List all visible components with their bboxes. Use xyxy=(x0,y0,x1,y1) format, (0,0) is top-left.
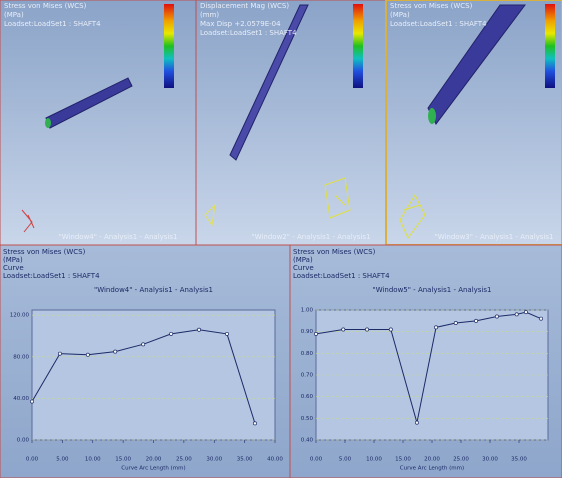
x-axis-label: Curve Arc Length (mm) xyxy=(400,466,464,472)
data-point xyxy=(225,332,228,335)
data-point xyxy=(197,328,200,331)
chart-title: "Window5" - Analysis1 - Analysis1 xyxy=(372,286,491,294)
data-point xyxy=(434,326,437,329)
viewport-label: "Window4" - Analysis1 - Analysis1 xyxy=(58,233,177,241)
data-point xyxy=(114,350,117,353)
data-point xyxy=(495,315,498,318)
x-tick-label: 10.00 xyxy=(85,457,101,463)
data-point xyxy=(539,317,542,320)
x-tick-label: 25.00 xyxy=(176,457,192,463)
data-point xyxy=(389,328,392,331)
chart-header: Loadset:LoadSet1 : SHAFT4 xyxy=(293,272,390,280)
viewport-header: (mm) xyxy=(200,11,219,19)
data-point xyxy=(58,352,61,355)
viewport-header: (MPa) xyxy=(4,11,24,19)
viewport-header: Loadset:LoadSet1 : SHAFT4 xyxy=(390,20,487,28)
x-tick-label: 30.00 xyxy=(206,457,222,463)
data-point xyxy=(30,400,33,403)
data-point xyxy=(454,321,457,324)
x-tick-label: 40.00 xyxy=(267,457,283,463)
viewport-header: Displacement Mag (WCS) xyxy=(200,2,289,10)
x-axis-label: Curve Arc Length (mm) xyxy=(121,466,185,472)
y-tick-label: 80.00 xyxy=(13,354,29,360)
x-tick-label: 30.00 xyxy=(482,457,498,463)
y-tick-label: 40.00 xyxy=(13,396,29,402)
y-tick-label: 0.90 xyxy=(301,329,314,335)
data-point xyxy=(253,422,256,425)
y-tick-label: 1.00 xyxy=(301,308,314,314)
chart-header: Stress von Mises (WCS) xyxy=(3,248,86,256)
y-tick-label: 0.80 xyxy=(301,351,314,357)
page: Stress von Mises (WCS)(MPa)Loadset:LoadS… xyxy=(0,0,562,478)
x-tick-label: 10.00 xyxy=(366,457,382,463)
chart-header: Stress von Mises (WCS) xyxy=(293,248,376,256)
y-tick-label: 0.60 xyxy=(301,394,314,400)
y-tick-label: 0.00 xyxy=(17,438,30,444)
data-point xyxy=(524,311,527,314)
viewport-label: "Window2" - Analysis1 - Analysis1 xyxy=(251,233,370,241)
data-point xyxy=(170,332,173,335)
data-point xyxy=(314,332,317,335)
x-tick-label: 0.00 xyxy=(310,457,323,463)
x-tick-label: 35.00 xyxy=(511,457,527,463)
plot-area xyxy=(32,310,275,440)
shaft-end xyxy=(45,118,51,128)
chart-header: Loadset:LoadSet1 : SHAFT4 xyxy=(3,272,100,280)
x-tick-label: 15.00 xyxy=(115,457,131,463)
chart-header: (MPa) xyxy=(293,256,313,264)
color-scale xyxy=(353,4,363,88)
viewport-header: Stress von Mises (WCS) xyxy=(390,2,473,10)
data-point xyxy=(415,421,418,424)
x-tick-label: 5.00 xyxy=(339,457,352,463)
data-point xyxy=(342,328,345,331)
x-tick-label: 20.00 xyxy=(424,457,440,463)
viewport-header: Stress von Mises (WCS) xyxy=(4,2,87,10)
y-tick-label: 0.40 xyxy=(301,438,314,444)
x-tick-label: 35.00 xyxy=(237,457,253,463)
data-point xyxy=(474,319,477,322)
data-point xyxy=(86,353,89,356)
data-point xyxy=(365,328,368,331)
chart-header: (MPa) xyxy=(3,256,23,264)
viewport[interactable] xyxy=(386,0,562,245)
chart-title: "Window4" - Analysis1 - Analysis1 xyxy=(94,286,213,294)
x-tick-label: 0.00 xyxy=(26,457,39,463)
viewport-header: Loadset:LoadSet1 : SHAFT4 xyxy=(4,20,101,28)
viewport-header: Max Disp +2.0579E-04 xyxy=(200,20,281,28)
y-tick-label: 120.00 xyxy=(10,313,30,319)
viewport-header: Loadset:LoadSet1 : SHAFT4 xyxy=(200,29,297,37)
y-tick-label: 0.70 xyxy=(301,373,314,379)
x-tick-label: 15.00 xyxy=(395,457,411,463)
shaft-end xyxy=(428,108,436,124)
data-point xyxy=(142,343,145,346)
data-point xyxy=(515,313,518,316)
chart-header: Curve xyxy=(293,264,314,272)
viewport-label: "Window3" - Analysis1 - Analysis1 xyxy=(434,233,553,241)
x-tick-label: 5.00 xyxy=(56,457,69,463)
viewport-header: (MPa) xyxy=(390,11,410,19)
x-tick-label: 25.00 xyxy=(453,457,469,463)
y-tick-label: 0.50 xyxy=(301,416,314,422)
screen: Stress von Mises (WCS)(MPa)Loadset:LoadS… xyxy=(0,0,562,478)
color-scale xyxy=(164,4,174,88)
color-scale xyxy=(545,4,555,88)
x-tick-label: 20.00 xyxy=(146,457,162,463)
chart-header: Curve xyxy=(3,264,24,272)
